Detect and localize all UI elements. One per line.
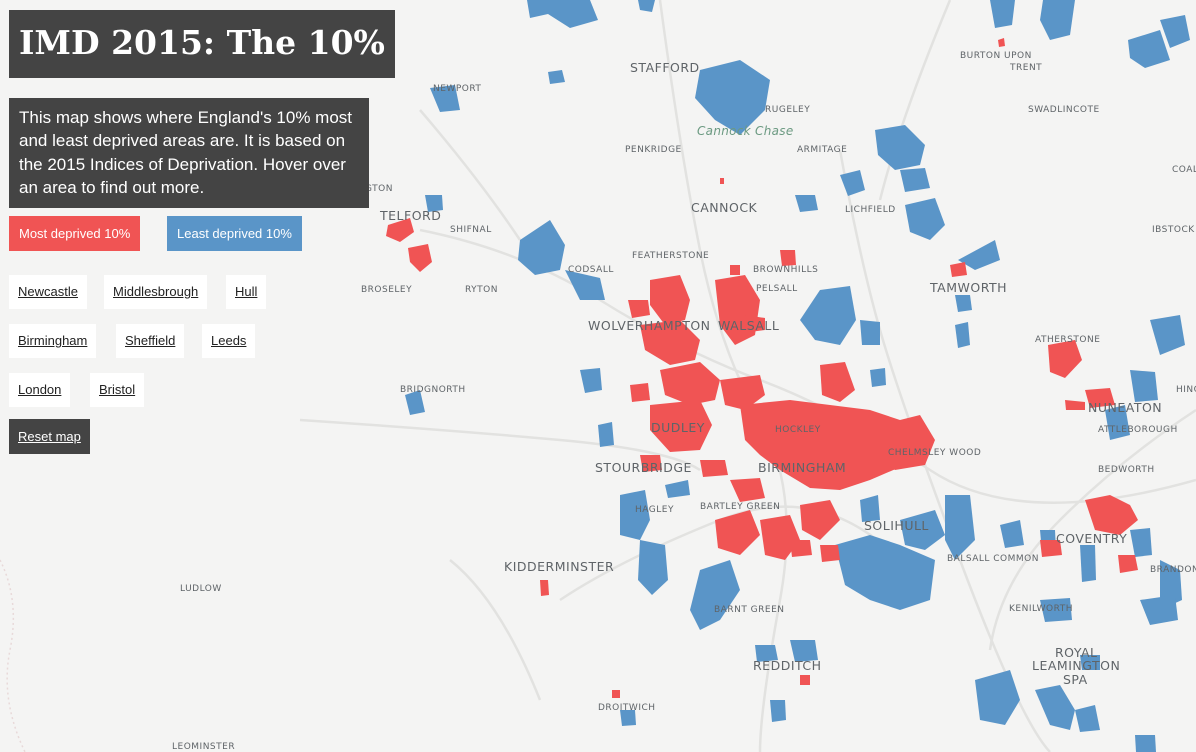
place-label: WALSALL (718, 318, 779, 333)
place-label: BIRMINGHAM (758, 460, 846, 475)
place-label: CODSALL (568, 265, 614, 275)
city-button-middlesbrough[interactable]: Middlesbrough (104, 275, 208, 309)
map-description: This map shows where England's 10% most … (9, 98, 369, 209)
most-deprived-areas[interactable] (386, 38, 1138, 698)
place-label: DROITWICH (598, 703, 656, 713)
place-label: HOCKLEY (775, 425, 821, 435)
city-button-london[interactable]: London (9, 373, 71, 407)
city-button-birmingham[interactable]: Birmingham (9, 324, 97, 358)
place-label: BARNT GREEN (714, 605, 785, 615)
place-label: SHIFNAL (450, 225, 492, 235)
least-deprived-areas[interactable] (405, 0, 1190, 752)
reset-map-button[interactable]: Reset map (9, 419, 90, 454)
place-label: BARTLEY GREEN (700, 502, 780, 512)
place-label: LEOMINSTER (172, 742, 235, 752)
place-label: HINC (1176, 385, 1196, 395)
city-button-hull[interactable]: Hull (226, 275, 267, 309)
place-label: TELFORD (379, 208, 441, 223)
place-label: LUDLOW (180, 584, 222, 594)
place-label: DUDLEY (651, 420, 705, 435)
place-label: SWADLINCOTE (1028, 105, 1100, 115)
least-deprived-button[interactable]: Least deprived 10% (167, 216, 302, 251)
county-border (0, 559, 26, 752)
place-label: CHELMSLEY WOOD (888, 448, 981, 458)
place-label: REDDITCH (753, 658, 822, 673)
place-label: BROWNHILLS (753, 265, 818, 275)
place-label: TRENT (1009, 63, 1042, 73)
place-label: WOLVERHAMPTON (588, 318, 711, 333)
place-label: ATHERSTONE (1035, 335, 1100, 345)
city-button-newcastle[interactable]: Newcastle (9, 275, 87, 309)
place-label: NEWPORT (433, 84, 481, 94)
place-label: RYTON (465, 285, 498, 295)
place-label: PENKRIDGE (625, 145, 682, 155)
place-label: NUNEATON (1088, 400, 1162, 415)
place-label: BRIDGNORTH (400, 385, 466, 395)
place-label: KIDDERMINSTER (504, 559, 614, 574)
place-labels: STAFFORD BURTON UPON TRENT NEWPORT RUGEL… (172, 51, 1196, 752)
place-label: ROYAL (1055, 645, 1098, 660)
place-label: IBSTOCK (1152, 225, 1195, 235)
place-label: HAGLEY (635, 505, 674, 515)
place-label: BURTON UPON (960, 51, 1032, 61)
place-label: BRANDON (1150, 565, 1196, 575)
page-title: IMD 2015: The 10% (9, 10, 395, 78)
place-label: SOLIHULL (864, 518, 929, 533)
city-button-bristol[interactable]: Bristol (90, 373, 145, 407)
place-label: SPA (1063, 672, 1088, 687)
place-label: LICHFIELD (845, 205, 896, 215)
place-label: RUGELEY (765, 105, 810, 115)
place-label: BROSELEY (361, 285, 412, 295)
place-label: ATTLEBOROUGH (1098, 425, 1178, 435)
place-label: TAMWORTH (929, 280, 1007, 295)
place-label: PELSALL (756, 284, 798, 294)
place-label: COVENTRY (1056, 531, 1127, 546)
most-deprived-button[interactable]: Most deprived 10% (9, 216, 141, 251)
place-label: BEDWORTH (1098, 465, 1155, 475)
place-label: COAL (1172, 165, 1196, 175)
place-label: STAFFORD (630, 60, 700, 75)
city-button-sheffield[interactable]: Sheffield (116, 324, 185, 358)
place-label: STOURBRIDGE (595, 460, 692, 475)
place-label: KENILWORTH (1009, 604, 1073, 614)
city-button-leeds[interactable]: Leeds (202, 324, 256, 358)
place-label: LEAMINGTON (1032, 658, 1120, 673)
place-label: CANNOCK (691, 200, 758, 215)
place-label: FEATHERSTONE (632, 251, 709, 261)
place-label: BALSALL COMMON (947, 554, 1039, 564)
place-label: Cannock Chase (697, 124, 794, 138)
place-label: ARMITAGE (797, 145, 847, 155)
